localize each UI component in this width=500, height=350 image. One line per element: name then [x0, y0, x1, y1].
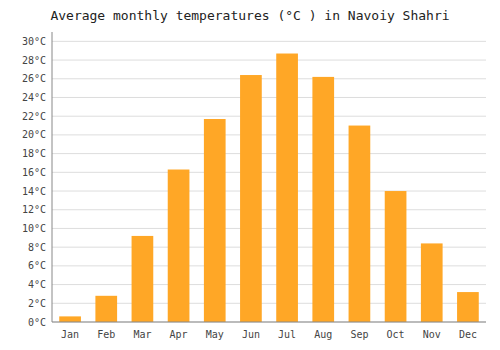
- x-axis: Jan Feb Mar Apr May Jun Jul Aug Sep Oct Nov Dec: [61, 329, 477, 340]
- y-tick-label: 30°C: [22, 36, 46, 47]
- y-tick-label: 26°C: [22, 73, 46, 84]
- grid-line: [52, 97, 486, 98]
- chart: Average monthly temperatures (°C ) in Na…: [0, 0, 500, 350]
- x-tick-label: Feb: [97, 329, 115, 340]
- bar: [204, 119, 226, 322]
- y-tick-label: 0°C: [28, 317, 46, 328]
- x-tick-label: Mar: [133, 329, 151, 340]
- grid-line: [52, 191, 486, 192]
- grid-line: [52, 60, 486, 61]
- grid: [52, 41, 486, 322]
- y-tick-label: 2°C: [28, 298, 46, 309]
- y-axis: 0°C 2°C 4°C 6°C 8°C 10°C 12°C 14°C 16°C 18°C 20°C 2…: [22, 36, 46, 328]
- bar: [385, 191, 407, 322]
- x-axis-line: [52, 322, 486, 323]
- bar: [240, 75, 262, 322]
- y-tick-label: 28°C: [22, 55, 46, 66]
- bar: [132, 236, 154, 322]
- y-tick-label: 20°C: [22, 129, 46, 140]
- bar: [276, 54, 298, 322]
- y-axis-line: [52, 32, 53, 322]
- x-tick-label: Apr: [170, 329, 188, 340]
- grid-line: [52, 116, 486, 117]
- grid-line: [52, 209, 486, 210]
- bar: [349, 126, 371, 322]
- title: Average monthly temperatures (°C ) in Na…: [50, 8, 449, 23]
- grid-line: [52, 153, 486, 154]
- page: {"chart_data": {"type": "bar", "title": …: [0, 0, 500, 350]
- x-tick-label: Aug: [314, 329, 332, 340]
- grid-line: [52, 41, 486, 42]
- grid-line: [52, 172, 486, 173]
- x-tick-label: May: [206, 329, 224, 340]
- y-tick-label: 14°C: [22, 186, 46, 197]
- bar: [95, 296, 117, 322]
- x-tick-label: Sep: [350, 329, 368, 340]
- grid-line: [52, 78, 486, 79]
- x-tick-label: Dec: [459, 329, 477, 340]
- bars: [59, 54, 479, 322]
- y-tick-label: 16°C: [22, 167, 46, 178]
- y-tick-label: 24°C: [22, 92, 46, 103]
- y-tick-label: 6°C: [28, 260, 46, 271]
- grid-line: [52, 134, 486, 135]
- grid-line: [52, 228, 486, 229]
- y-tick-label: 10°C: [22, 223, 46, 234]
- x-tick-label: Jan: [61, 329, 79, 340]
- y-tick-label: 4°C: [28, 279, 46, 290]
- y-tick-label: 18°C: [22, 148, 46, 159]
- x-tick-label: Jun: [242, 329, 260, 340]
- bar: [168, 170, 190, 322]
- bar: [59, 316, 81, 322]
- bar: [312, 77, 334, 322]
- x-tick-label: Jul: [278, 329, 296, 340]
- bar: [421, 243, 443, 322]
- y-tick-label: 22°C: [22, 111, 46, 122]
- grid-line: [52, 322, 486, 323]
- x-tick-label: Oct: [387, 329, 405, 340]
- y-tick-label: 8°C: [28, 242, 46, 253]
- x-tick-label: Nov: [423, 329, 441, 340]
- y-tick-label: 12°C: [22, 204, 46, 215]
- bar: [457, 292, 479, 322]
